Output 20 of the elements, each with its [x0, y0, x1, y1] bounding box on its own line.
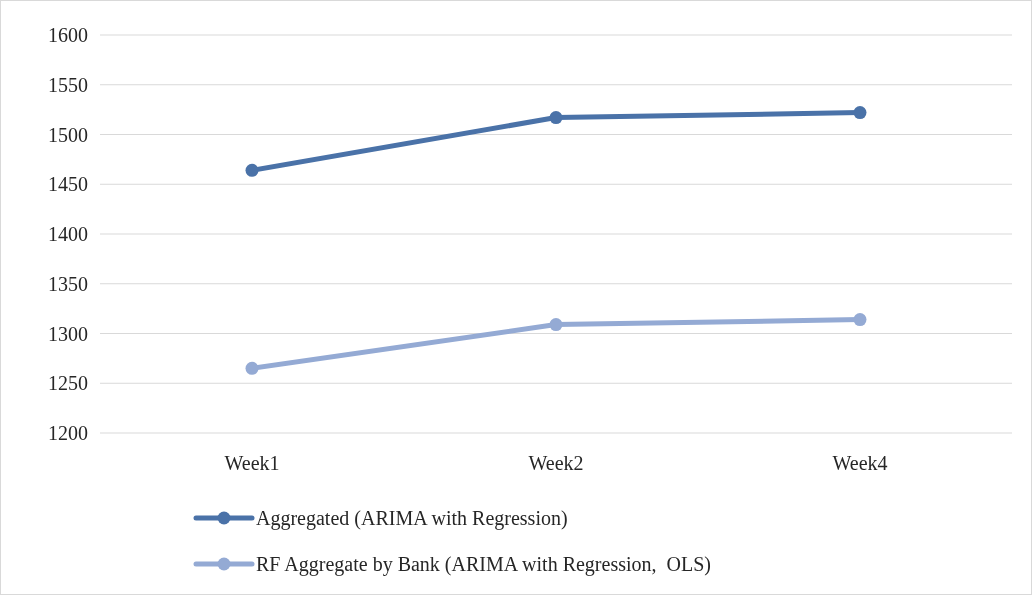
- y-tick-label: 1350: [48, 272, 88, 295]
- point: [549, 111, 563, 125]
- x-tick-label: Week2: [528, 452, 584, 474]
- point: [853, 313, 867, 327]
- legend-label: Aggregated (ARIMA with Regression): [256, 507, 568, 530]
- y-tick-label: 1550: [48, 73, 88, 96]
- y-tick-label: 1400: [48, 223, 88, 245]
- point: [245, 163, 259, 177]
- y-tick-label: 1300: [48, 322, 88, 345]
- y-tick-label: 1450: [48, 173, 88, 196]
- y-tick-label: 1600: [48, 24, 88, 46]
- x-tick-label: Week4: [832, 452, 888, 474]
- x-tick-label: Week1: [224, 452, 280, 474]
- legend-label: RF Aggregate by Bank (ARIMA with Regression, OLS): [256, 553, 711, 576]
- y-tick-label: 1200: [48, 422, 88, 444]
- point: [853, 106, 867, 120]
- point: [549, 318, 563, 332]
- y-tick-label: 1500: [48, 123, 88, 146]
- point: [245, 361, 259, 375]
- y-tick-label: 1250: [48, 372, 88, 395]
